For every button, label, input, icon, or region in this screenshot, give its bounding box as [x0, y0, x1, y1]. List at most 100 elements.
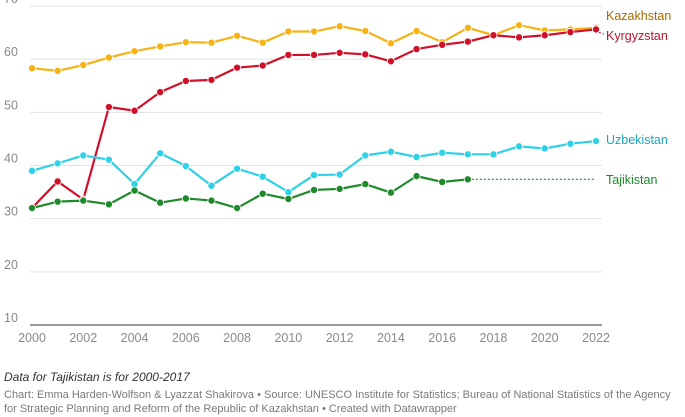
kazakhstan-point-2014: [386, 39, 395, 48]
tajikistan-point-2002: [79, 196, 88, 205]
kazakhstan-point-2003: [104, 53, 113, 62]
kyrgyzstan-point-2012: [335, 48, 344, 57]
kyrgyzstan-point-2020: [540, 31, 549, 40]
kazakhstan-point-2002: [79, 61, 88, 70]
x-tick-2008: 2008: [223, 331, 251, 345]
tajikistan-point-2004: [130, 186, 139, 195]
tajikistan-point-2003: [104, 200, 113, 209]
x-tick-2014: 2014: [377, 331, 405, 345]
kazakhstan-point-2012: [335, 22, 344, 31]
uzbekistan-point-2007: [207, 181, 216, 190]
y-tick-60: 60: [4, 45, 18, 59]
kazakhstan-point-2013: [361, 26, 370, 35]
uzbekistan-point-2016: [438, 148, 447, 157]
tajikistan-point-2000: [27, 204, 36, 213]
gridlines: [30, 5, 602, 326]
kyrgyzstan-point-2005: [156, 88, 165, 97]
kazakhstan-point-2008: [233, 31, 242, 40]
uzbekistan-point-2002: [79, 151, 88, 160]
uzbekistan-point-2010: [284, 188, 293, 197]
kyrgyzstan-label: Kyrgyzstan: [606, 29, 668, 43]
tajikistan-point-2012: [335, 184, 344, 193]
kazakhstan-point-2019: [515, 21, 524, 30]
tajikistan-point-2006: [181, 194, 190, 203]
footnote: Data for Tajikistan is for 2000-2017: [4, 370, 190, 384]
tajikistan-point-2008: [233, 204, 242, 213]
kyrgyzstan-point-2017: [463, 37, 472, 46]
kyrgyzstan-point-2001: [53, 177, 62, 186]
tajikistan-point-2001: [53, 197, 62, 206]
x-tick-2006: 2006: [172, 331, 200, 345]
uzbekistan-point-2003: [104, 155, 113, 164]
series-lines: [27, 21, 601, 213]
y-axis-tick-labels: 10 20 30 40 50 60 70: [4, 0, 18, 325]
kyrgyzstan-point-2006: [181, 76, 190, 85]
x-tick-2012: 2012: [326, 331, 354, 345]
uzbekistan-point-2018: [489, 150, 498, 159]
tajikistan-label: Tajikistan: [606, 173, 657, 187]
uzbekistan-label: Uzbekistan: [606, 133, 668, 147]
x-tick-2018: 2018: [480, 331, 508, 345]
kazakhstan-point-2015: [412, 26, 421, 35]
uzbekistan-line: [31, 139, 597, 194]
tajikistan-point-2011: [309, 185, 318, 194]
tajikistan-point-2005: [156, 198, 165, 207]
uzbekistan-point-2012: [335, 170, 344, 179]
tajikistan-point-2013: [361, 180, 370, 189]
kazakhstan-point-2005: [156, 42, 165, 51]
kazakhstan-point-2009: [258, 38, 267, 47]
x-tick-2002: 2002: [69, 331, 97, 345]
x-tick-2020: 2020: [531, 331, 559, 345]
kyrgyzstan-point-2022: [592, 25, 601, 34]
kazakhstan-point-2011: [309, 27, 318, 36]
kyrgyzstan-point-2009: [258, 61, 267, 70]
kyrgyzstan-point-2018: [489, 31, 498, 40]
tajikistan-point-2017: [463, 175, 472, 184]
kazakhstan-point-2010: [284, 27, 293, 36]
kyrgyzstan-label-connector: [598, 31, 605, 35]
kazakhstan-point-2001: [53, 66, 62, 75]
uzbekistan-point-2009: [258, 172, 267, 181]
kyrgyzstan-point-2004: [130, 106, 139, 115]
uzbekistan-point-2014: [386, 147, 395, 156]
uzbekistan-point-2001: [53, 159, 62, 168]
tajikistan-point-2014: [386, 188, 395, 197]
kyrgyzstan-point-2014: [386, 57, 395, 66]
x-tick-2016: 2016: [428, 331, 456, 345]
y-tick-10: 10: [4, 311, 18, 325]
uzbekistan-point-2005: [156, 149, 165, 158]
kazakhstan-point-2007: [207, 38, 216, 47]
uzbekistan-point-2011: [309, 171, 318, 180]
uzbekistan-point-2022: [592, 137, 601, 146]
kazakhstan-point-2004: [130, 47, 139, 56]
y-tick-70: 70: [4, 0, 18, 6]
kazakhstan-point-2017: [463, 23, 472, 32]
tajikistan-point-2010: [284, 194, 293, 203]
x-tick-2010: 2010: [274, 331, 302, 345]
chart-credit: Chart: Emma Harden-Wolfson & Lyazzat Sha…: [4, 389, 671, 415]
x-axis-tick-labels: 2000 2002 2004 2006 2008 2010 2012 2014 2016 2018…: [18, 331, 610, 345]
kazakhstan-point-2006: [181, 38, 190, 47]
kyrgyzstan-point-2003: [104, 103, 113, 112]
y-tick-40: 40: [4, 152, 18, 166]
tajikistan-point-2009: [258, 189, 267, 198]
x-tick-2022: 2022: [582, 331, 610, 345]
kyrgyzstan-point-2019: [515, 33, 524, 42]
kyrgyzstan-point-2021: [566, 28, 575, 37]
x-tick-2000: 2000: [18, 331, 46, 345]
x-tick-2004: 2004: [121, 331, 149, 345]
kyrgyzstan-point-2007: [207, 75, 216, 84]
y-tick-20: 20: [4, 258, 18, 272]
kyrgyzstan-point-2015: [412, 45, 421, 54]
tajikistan-point-2015: [412, 172, 421, 181]
kyrgyzstan-point-2011: [309, 50, 318, 59]
uzbekistan-point-2020: [540, 144, 549, 153]
tajikistan-line: [31, 175, 468, 210]
line-chart: 10203040506070 2000200220042006200820102…: [4, 0, 671, 345]
kazakhstan-point-2000: [27, 64, 36, 73]
y-tick-50: 50: [4, 98, 18, 112]
kyrgyzstan-point-2013: [361, 50, 370, 59]
uzbekistan-point-2021: [566, 139, 575, 148]
uzbekistan-point-2015: [412, 152, 421, 161]
uzbekistan-point-2017: [463, 150, 472, 159]
